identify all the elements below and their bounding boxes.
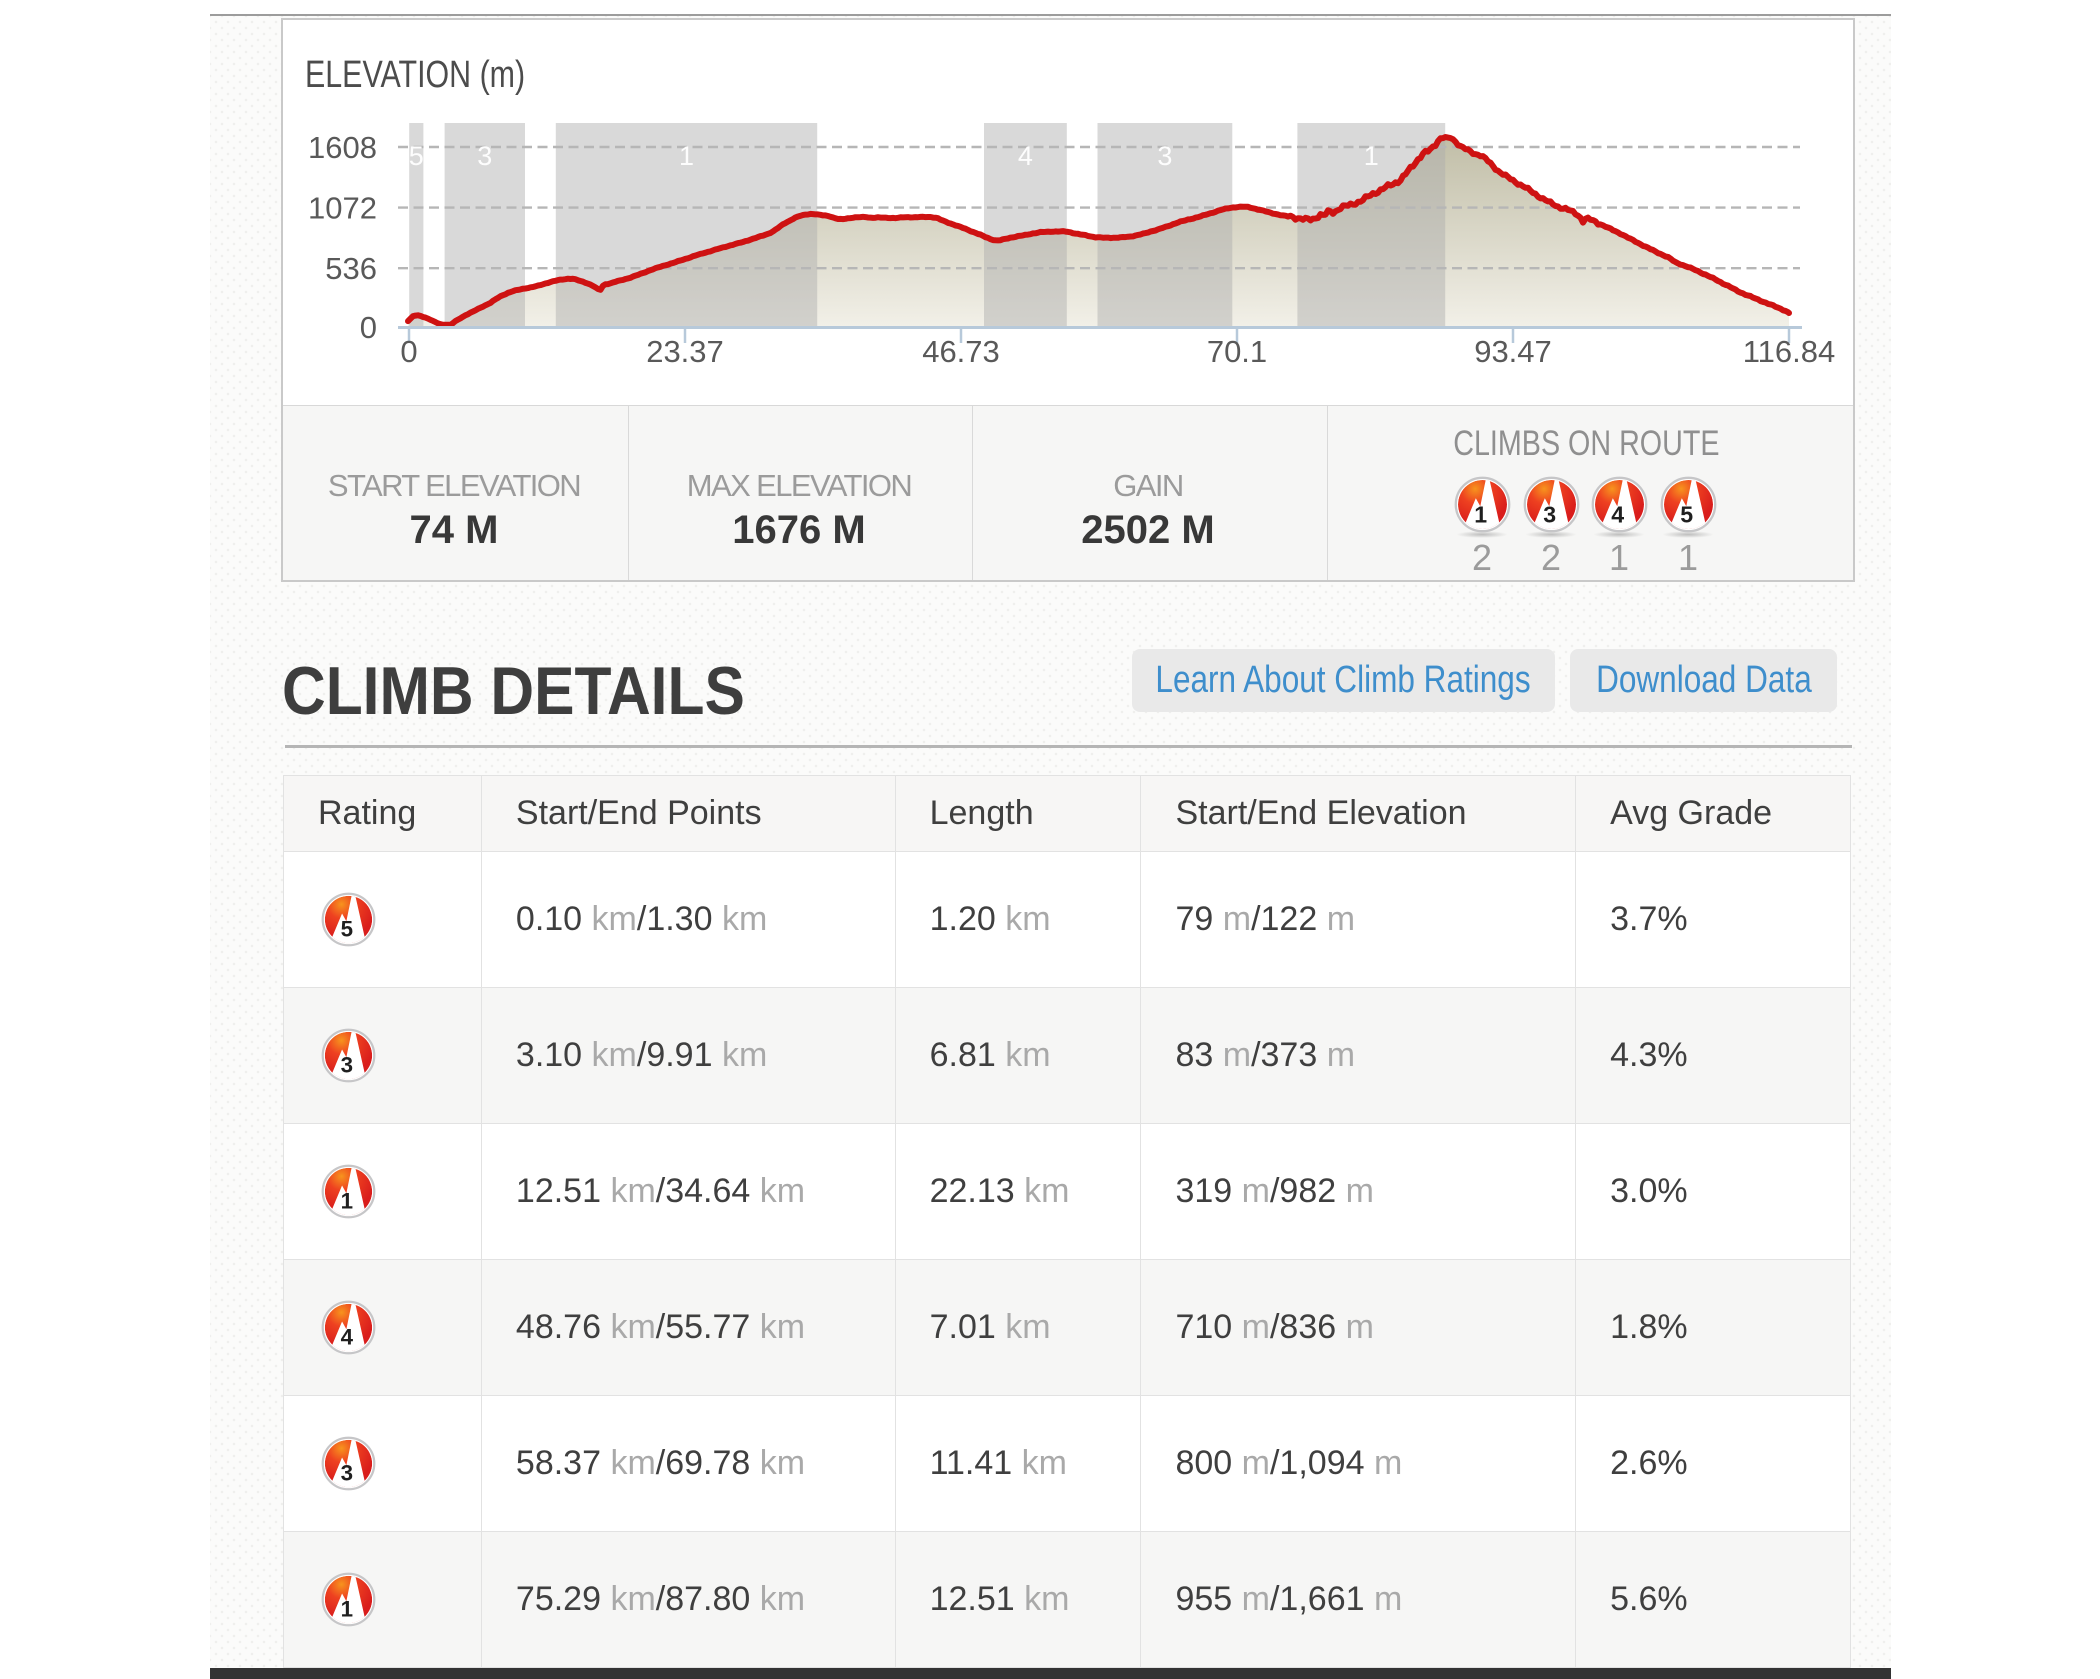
svg-text:1608: 1608 (308, 130, 377, 165)
svg-text:3: 3 (1543, 501, 1556, 527)
svg-text:3: 3 (341, 1053, 353, 1078)
svg-text:3: 3 (1157, 141, 1172, 171)
svg-text:0: 0 (360, 310, 377, 345)
svg-text:0: 0 (400, 334, 417, 369)
svg-text:1: 1 (341, 1597, 353, 1622)
svg-text:70.1: 70.1 (1207, 334, 1267, 369)
svg-text:1: 1 (1364, 141, 1379, 171)
svg-text:4: 4 (1018, 141, 1033, 171)
svg-text:3: 3 (477, 141, 492, 171)
svg-text:536: 536 (325, 251, 377, 286)
svg-text:46.73: 46.73 (922, 334, 1000, 369)
svg-text:5: 5 (341, 917, 353, 942)
svg-text:1: 1 (1474, 501, 1487, 527)
svg-text:4: 4 (1611, 501, 1624, 527)
svg-text:1: 1 (341, 1189, 353, 1214)
svg-text:93.47: 93.47 (1474, 334, 1552, 369)
svg-text:1072: 1072 (308, 191, 377, 226)
svg-text:5: 5 (409, 141, 424, 171)
svg-text:4: 4 (341, 1325, 354, 1350)
svg-text:116.84: 116.84 (1743, 334, 1836, 369)
svg-text:5: 5 (1680, 501, 1693, 527)
svg-text:3: 3 (341, 1461, 353, 1486)
svg-text:1: 1 (679, 141, 694, 171)
svg-text:23.37: 23.37 (646, 334, 724, 369)
